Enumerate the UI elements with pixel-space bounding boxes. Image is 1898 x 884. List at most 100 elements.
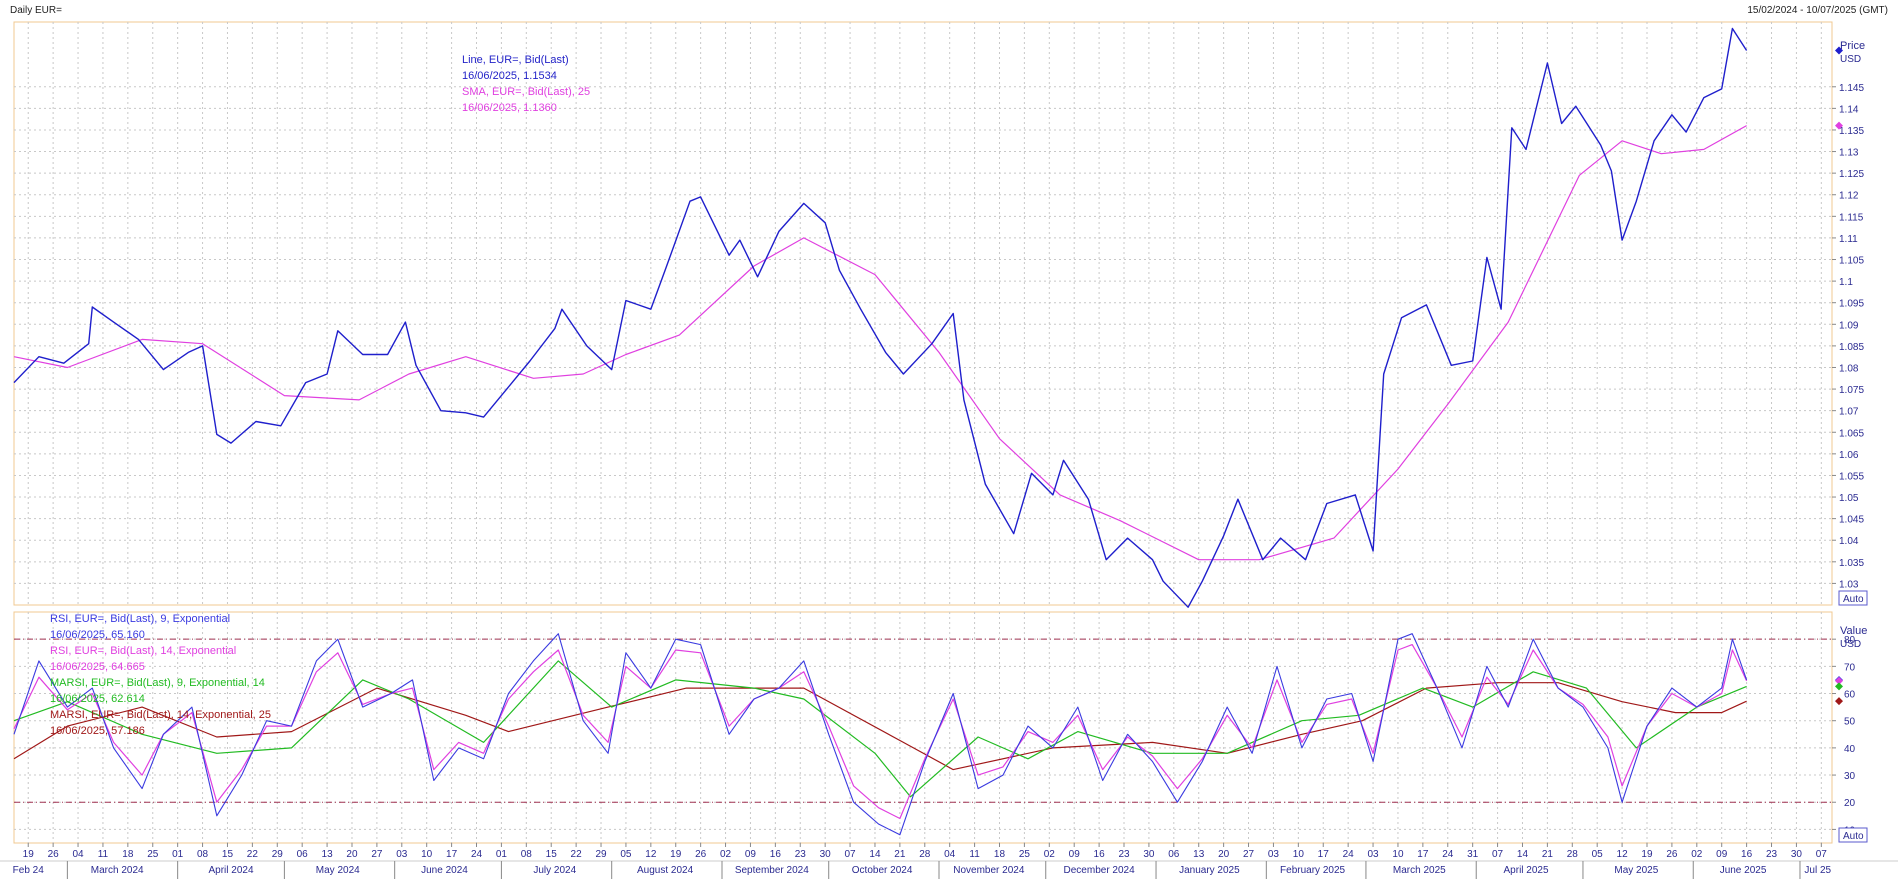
x-tick-label: 31 bbox=[1467, 849, 1479, 860]
x-tick-label: 09 bbox=[1716, 849, 1728, 860]
x-tick-label: 03 bbox=[396, 849, 408, 860]
x-tick-label: 24 bbox=[1442, 849, 1454, 860]
x-tick-label: 04 bbox=[72, 849, 84, 860]
auto-scale-button-bottom[interactable] bbox=[1838, 827, 1868, 843]
price-tick-label: 1.06 bbox=[1839, 450, 1859, 461]
x-axis: 19 26 04 11 18 25 01 08 15 22 29 06 13 20 27 03 10 17 24 01… bbox=[0, 843, 1898, 879]
x-tick-label: 08 bbox=[197, 849, 209, 860]
sma-last-marker bbox=[1835, 121, 1843, 130]
month-label: February 2025 bbox=[1280, 865, 1345, 876]
x-tick-label: 05 bbox=[1592, 849, 1604, 860]
rsi-14-line[interactable] bbox=[13, 643, 1748, 820]
price-tick-label: 1.125 bbox=[1839, 169, 1864, 180]
x-tick-label: 23 bbox=[795, 849, 807, 860]
price-axis-unit: USD bbox=[1840, 54, 1861, 65]
rsi-legend-line: RSI, EUR=, Bid(Last), 9, Exponential bbox=[50, 613, 230, 625]
rsi-legend-line: 16/06/2025, 65.160 bbox=[50, 629, 145, 641]
x-tick-label: 12 bbox=[1617, 849, 1629, 860]
price-tick-label: 1.09 bbox=[1839, 320, 1859, 331]
x-tick-label: 10 bbox=[1293, 849, 1305, 860]
x-tick-label: 06 bbox=[297, 849, 309, 860]
x-tick-label: 26 bbox=[48, 849, 60, 860]
auto-scale-button-top[interactable] bbox=[1838, 590, 1868, 606]
price-tick-label: 1.045 bbox=[1839, 515, 1864, 526]
price-last-marker bbox=[1835, 46, 1843, 55]
price-tick-label: 1.08 bbox=[1839, 363, 1859, 374]
month-label: June 2025 bbox=[1720, 865, 1767, 876]
eur-price-line[interactable] bbox=[13, 27, 1748, 608]
marsi-14-line[interactable] bbox=[13, 682, 1747, 771]
x-tick-label: 24 bbox=[1343, 849, 1355, 860]
price-tick-label: 1.115 bbox=[1839, 212, 1864, 223]
x-tick-label: 30 bbox=[1143, 849, 1155, 860]
price-pane[interactable]: 1.03 1.035 1.04 1.045 1.05 1.055 1.06 1.065 1.07… bbox=[13, 21, 1864, 608]
x-tick-label: 30 bbox=[820, 849, 832, 860]
x-tick-label: 30 bbox=[1791, 849, 1803, 860]
price-axis-labels: Price USD Auto Value USD Auto bbox=[1838, 40, 1868, 843]
price-axis-title: Price bbox=[1840, 40, 1865, 52]
price-pane-frame bbox=[13, 21, 1833, 606]
auto-scale-label-bottom: Auto bbox=[1843, 831, 1864, 842]
x-tick-label: 02 bbox=[720, 849, 732, 860]
x-tick-label: 28 bbox=[1567, 849, 1579, 860]
x-tick-label: 28 bbox=[919, 849, 931, 860]
rsi-last-marker bbox=[1835, 682, 1843, 691]
month-label: May 2024 bbox=[316, 865, 360, 876]
x-tick-label: 19 bbox=[23, 849, 35, 860]
x-tick-label: 17 bbox=[1318, 849, 1330, 860]
date-range: 15/02/2024 - 10/07/2025 (GMT) bbox=[1747, 5, 1888, 16]
rsi-tick-label: 30 bbox=[1844, 771, 1856, 782]
x-tick-label: 11 bbox=[98, 849, 109, 860]
rsi-tick-label: 80 bbox=[1844, 635, 1856, 646]
x-tick-label: 23 bbox=[1766, 849, 1778, 860]
price-legend-line: SMA, EUR=, Bid(Last), 25 bbox=[462, 86, 590, 98]
x-tick-label: 07 bbox=[1492, 849, 1504, 860]
rsi-legend-line: 16/06/2025, 62.614 bbox=[50, 693, 145, 705]
month-label: July 2024 bbox=[533, 865, 576, 876]
month-label: December 2024 bbox=[1064, 865, 1136, 876]
rsi-tick-label: 40 bbox=[1844, 744, 1856, 755]
price-tick-label: 1.05 bbox=[1839, 493, 1859, 504]
price-tick-label: 1.105 bbox=[1839, 256, 1864, 267]
price-tick-label: 1.13 bbox=[1839, 148, 1859, 159]
rsi-tick-label: 60 bbox=[1844, 690, 1856, 701]
month-label: January 2025 bbox=[1179, 865, 1240, 876]
x-tick-label: 16 bbox=[770, 849, 782, 860]
rsi-pane[interactable]: 1020304050607080RSI, EUR=, Bid(Last), 9,… bbox=[13, 611, 1856, 844]
value-axis-unit: USD bbox=[1840, 639, 1861, 650]
x-tick-label: 20 bbox=[346, 849, 358, 860]
rsi-last-marker bbox=[1835, 697, 1843, 706]
x-tick-label: 15 bbox=[546, 849, 558, 860]
month-label: April 2025 bbox=[1504, 865, 1549, 876]
rsi-9-line[interactable] bbox=[13, 633, 1748, 836]
marsi-9-line[interactable] bbox=[13, 660, 1747, 798]
month-label: March 2025 bbox=[1393, 865, 1446, 876]
x-tick-label: 29 bbox=[595, 849, 607, 860]
month-label: June 2024 bbox=[421, 865, 468, 876]
rsi-pane-frame bbox=[13, 611, 1833, 844]
rsi-legend-line: MARSI, EUR=, Bid(Last), 14, Exponential,… bbox=[50, 709, 271, 721]
price-tick-label: 1.03 bbox=[1839, 579, 1859, 590]
x-tick-label: 19 bbox=[1641, 849, 1653, 860]
month-label: May 2025 bbox=[1614, 865, 1658, 876]
sma-25-line[interactable] bbox=[13, 125, 1747, 561]
x-tick-label: 05 bbox=[620, 849, 632, 860]
x-tick-label: 13 bbox=[322, 849, 334, 860]
x-tick-label: 07 bbox=[845, 849, 857, 860]
rsi-legend-line: RSI, EUR=, Bid(Last), 14, Exponential bbox=[50, 645, 236, 657]
price-tick-label: 1.145 bbox=[1839, 83, 1864, 94]
rsi-tick-label: 50 bbox=[1844, 717, 1856, 728]
x-tick-label: 10 bbox=[1392, 849, 1404, 860]
rsi-tick-label: 20 bbox=[1844, 798, 1856, 809]
x-tick-label: 06 bbox=[1168, 849, 1180, 860]
x-tick-label: 29 bbox=[272, 849, 284, 860]
month-label: Feb 24 bbox=[13, 865, 45, 876]
x-tick-label: 27 bbox=[371, 849, 383, 860]
value-axis-title: Value bbox=[1840, 625, 1867, 637]
rsi-tick-label: 70 bbox=[1844, 662, 1856, 673]
x-tick-label: 26 bbox=[1666, 849, 1678, 860]
month-label: August 2024 bbox=[637, 865, 694, 876]
month-label: Jul 25 bbox=[1804, 865, 1831, 876]
